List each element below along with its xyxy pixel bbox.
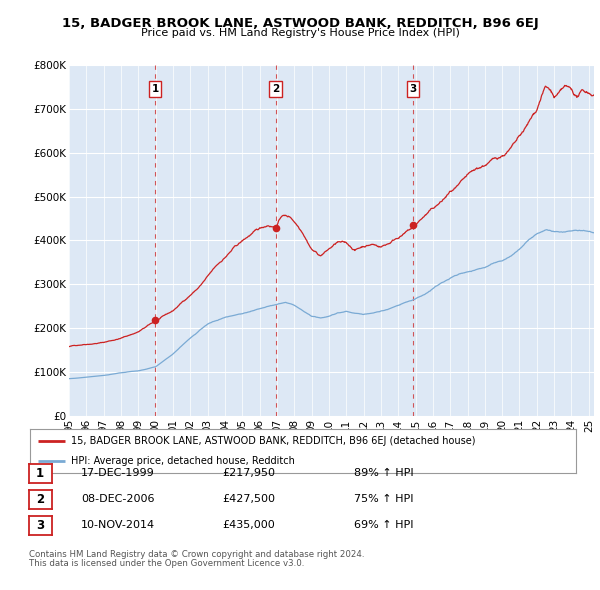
Text: £435,000: £435,000 bbox=[222, 520, 275, 530]
Text: 3: 3 bbox=[409, 84, 417, 94]
Text: 1: 1 bbox=[36, 467, 44, 480]
Text: 3: 3 bbox=[36, 519, 44, 532]
Text: Price paid vs. HM Land Registry's House Price Index (HPI): Price paid vs. HM Land Registry's House … bbox=[140, 28, 460, 38]
Text: Contains HM Land Registry data © Crown copyright and database right 2024.: Contains HM Land Registry data © Crown c… bbox=[29, 550, 364, 559]
Text: £217,950: £217,950 bbox=[222, 468, 275, 478]
Text: 15, BADGER BROOK LANE, ASTWOOD BANK, REDDITCH, B96 6EJ: 15, BADGER BROOK LANE, ASTWOOD BANK, RED… bbox=[62, 17, 538, 30]
Text: 1: 1 bbox=[151, 84, 158, 94]
Text: 2: 2 bbox=[36, 493, 44, 506]
Text: 2: 2 bbox=[272, 84, 280, 94]
Text: 15, BADGER BROOK LANE, ASTWOOD BANK, REDDITCH, B96 6EJ (detached house): 15, BADGER BROOK LANE, ASTWOOD BANK, RED… bbox=[71, 436, 475, 446]
Text: 10-NOV-2014: 10-NOV-2014 bbox=[81, 520, 155, 530]
Text: £427,500: £427,500 bbox=[222, 494, 275, 504]
Text: 17-DEC-1999: 17-DEC-1999 bbox=[81, 468, 155, 478]
Text: 08-DEC-2006: 08-DEC-2006 bbox=[81, 494, 155, 504]
Text: 89% ↑ HPI: 89% ↑ HPI bbox=[354, 468, 413, 478]
Text: 69% ↑ HPI: 69% ↑ HPI bbox=[354, 520, 413, 530]
Text: 75% ↑ HPI: 75% ↑ HPI bbox=[354, 494, 413, 504]
Text: This data is licensed under the Open Government Licence v3.0.: This data is licensed under the Open Gov… bbox=[29, 559, 304, 568]
Text: HPI: Average price, detached house, Redditch: HPI: Average price, detached house, Redd… bbox=[71, 456, 295, 466]
